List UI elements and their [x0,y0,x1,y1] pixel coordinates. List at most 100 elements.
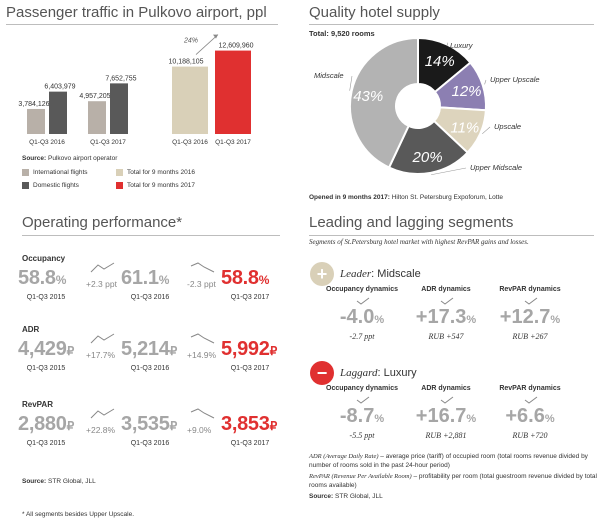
bar-domestic-flights-0 [49,91,67,134]
category-label-1: Q1-Q3 2017 [90,139,126,146]
dynamics-trend-icon [524,396,538,404]
bar-total-label-1: 12,609,960 [218,43,253,50]
slice-name-upper-upscale: Upper Upscale [490,75,540,84]
metric-value-2017: 58.8% [221,267,270,289]
slice-pct-upper-upscale: 12% [451,83,481,100]
metric-delta-2: -2.3 ppt [187,279,216,289]
traffic-source: Source: Pulkovo airport operator [22,155,118,162]
performance-title: Operating performance* [22,214,183,231]
dynamics-value: +12.7% [499,306,561,328]
metric-value-2017: 3,853₽ [221,413,277,435]
dynamics-sub: -2.7 ppt [349,332,375,341]
traffic-title: Passenger traffic in Pulkovo airport, pp… [6,4,267,21]
metric-value-2015: 2,880₽ [18,413,74,435]
segment-heading-leader: Leader: Midscale [340,268,421,280]
segment-heading-laggard: Laggard: Luxury [340,367,417,379]
traffic-bar-chart: 3,784,126 6,403,979 Q1-Q3 2016 4,957,205 7,6… [18,34,254,146]
bar-total-0 [172,66,208,134]
dynamics-sub: RUB +2,881 [425,431,467,440]
legend-swatch-total-2016 [116,169,123,176]
performance-source: Source: STR Global, JLL [22,478,96,485]
bar-label-0-0: 3,784,126 [18,101,49,108]
metric-delta-1: +2.3 ppt [86,279,117,289]
metric-label: ADR [22,325,40,334]
hotel-donut-chart: 14% Luxury 12% Upper Upscale 11% Upscale 20% Up… [314,36,540,176]
dynamics-label: ADR dynamics [421,286,471,293]
leader-line-2 [482,126,491,135]
total-category-label-1: Q1-Q3 2017 [215,139,251,146]
leader-line-1 [484,79,487,85]
minus-icon: − [310,361,334,385]
dynamics-trend-icon [524,297,538,305]
metric-value-2016: 5,214₽ [121,338,177,360]
leader-line-3 [431,167,467,176]
slice-pct-upscale: 11% [450,119,479,136]
bar-label-0-1: 6,403,979 [44,84,75,91]
metric-period-2017: Q1-Q3 2017 [230,365,270,372]
hotel-title-rule [309,24,594,25]
legend-swatch-international [22,169,29,176]
legend-swatch-total-2017 [116,182,123,189]
category-label-0: Q1-Q3 2016 [29,139,65,146]
slice-pct-midscale: 43% [353,88,383,105]
dynamics-label: Occupancy dynamics [326,385,398,392]
slice-midscale [349,36,419,169]
total-category-label-0: Q1-Q3 2016 [172,139,208,146]
dynamics-trend-icon [356,297,370,305]
dynamics-label: Occupancy dynamics [326,286,398,293]
dynamics-trend-icon [356,396,370,404]
legend-domestic: Domestic flights [22,182,79,189]
bar-domestic-flights-1 [110,83,128,134]
legend-total-2016: Total for 9 months 2016 [116,169,195,176]
slice-name-midscale: Midscale [314,71,344,80]
segments-source: Source: STR Global, JLL [309,493,383,500]
performance-footnote: * All segments besides Upper Upscale. [22,511,135,518]
legend-international: International flights [22,169,88,176]
slice-pct-upper-midscale: 20% [412,149,443,166]
metric-delta-2: +9.0% [187,425,212,435]
slice-name-upscale: Upscale [494,122,521,131]
dynamics-sub: RUB +267 [512,332,548,341]
metric-period-2016: Q1-Q3 2016 [130,294,170,301]
metric-period-2015: Q1-Q3 2015 [26,440,66,447]
trend-icon-1 [90,262,115,273]
bar-international-flights-1 [88,101,106,134]
metric-period-2015: Q1-Q3 2015 [26,294,66,301]
segments-title-rule [309,235,594,236]
growth-arrow-head [213,34,218,39]
metric-value-2016: 61.1% [121,267,170,289]
note-revpar: RevPAR (Revenue Per Available Room) – pr… [309,473,597,489]
slice-pct-luxury: 14% [425,53,455,70]
metric-delta-1: +22.8% [86,425,116,435]
dynamics-sub: RUB +720 [512,431,548,440]
metric-delta-1: +17.7% [86,350,116,360]
growth-label: 24% [183,38,198,45]
trend-icon-1 [90,333,115,344]
dynamics-value: -8.7% [339,405,385,427]
slice-name-upper-midscale: Upper Midscale [470,163,522,172]
metric-period-2016: Q1-Q3 2016 [130,365,170,372]
segments-subtitle: Segments of St.Petersburg hotel market w… [309,238,529,246]
dynamics-trend-icon [440,297,454,305]
performance-title-rule [22,235,280,236]
metric-label: RevPAR [22,400,53,409]
metric-value-2016: 3,535₽ [121,413,177,435]
dynamics-trend-icon [440,396,454,404]
dynamics-label: RevPAR dynamics [499,286,561,293]
leader-line-4 [349,75,353,91]
slice-name-luxury: Luxury [450,41,474,50]
bar-label-1-1: 7,652,755 [105,75,136,82]
bar-total-label-0: 10,188,105 [168,59,203,66]
dynamics-sub: -5.5 ppt [349,431,375,440]
bar-label-1-0: 4,957,205 [79,93,110,100]
dynamics-value: +17.3% [415,306,477,328]
trend-icon-2 [190,333,215,344]
hotel-opened: Opened in 9 months 2017: Hilton St. Pete… [309,194,504,201]
metric-value-2015: 4,429₽ [18,338,74,360]
dynamics-label: RevPAR dynamics [499,385,561,392]
hotel-title: Quality hotel supply [309,4,440,21]
note-adr: ADR (Average Daily Rate) – average price… [309,453,588,469]
metric-label: Occupancy [22,254,66,263]
metric-period-2017: Q1-Q3 2017 [230,440,270,447]
metric-delta-2: +14.9% [187,350,217,360]
